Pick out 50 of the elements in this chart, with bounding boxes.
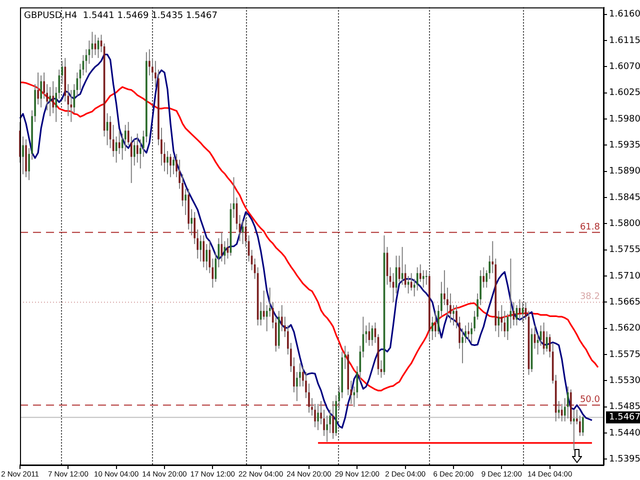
candlestick <box>452 304 454 326</box>
candlestick <box>206 244 208 271</box>
y-tick-label: 1.5395 <box>609 454 640 465</box>
y-tick-label: 1.6025 <box>609 88 640 98</box>
candlestick <box>184 188 186 216</box>
candlestick <box>22 136 24 175</box>
y-tick-label: 1.5485 <box>609 402 640 412</box>
candlestick <box>422 270 424 288</box>
y-tick-label: 1.5710 <box>609 271 640 282</box>
y-tick-label: 1.5800 <box>609 219 640 230</box>
y-tick-label: 1.6160 <box>609 10 640 20</box>
candlestick <box>172 156 174 175</box>
annotation: 61.8 <box>580 222 600 232</box>
y-tick-label: 1.5440 <box>609 428 640 438</box>
candlestick <box>37 72 39 105</box>
candlestick <box>52 80 54 114</box>
y-tick-label: 1.5665 <box>609 298 640 308</box>
y-tick-label: 1.5530 <box>609 376 640 386</box>
annotation: 50.0 <box>580 394 600 405</box>
candlestick <box>566 386 569 419</box>
chart-title: GBPUSD,H4 1.5441 1.5469 1.5435 1.5467 <box>24 11 218 22</box>
candlestick <box>202 234 205 268</box>
candlestick <box>582 416 584 436</box>
candlestick <box>560 403 563 422</box>
candlestick <box>200 234 202 262</box>
candlestick <box>166 150 168 175</box>
candlestick <box>190 208 192 236</box>
y-tick-label: 1.6115 <box>609 36 640 46</box>
candlestick <box>434 310 436 338</box>
ref-line-label: 1.5467 <box>609 412 640 423</box>
y-tick-label: 1.5755 <box>609 245 640 256</box>
candlestick <box>332 400 334 440</box>
annotation: 38.2 <box>580 292 600 302</box>
candlestick <box>170 153 172 178</box>
candlestick <box>40 74 42 108</box>
candlestick <box>462 328 464 364</box>
candlestick <box>317 403 319 431</box>
candlestick <box>425 270 428 286</box>
candlestick <box>572 409 575 451</box>
y-tick-label: 1.5890 <box>609 166 640 177</box>
y-tick-label: 1.5620 <box>609 324 640 334</box>
y-tick-label: 1.6070 <box>609 62 640 72</box>
candlestick <box>49 86 52 117</box>
candlestick <box>482 266 484 288</box>
y-tick-label: 1.5845 <box>609 192 640 203</box>
y-tick-label: 1.5980 <box>609 114 640 124</box>
candlestick <box>468 322 470 340</box>
y-tick-label: 1.5575 <box>609 350 640 360</box>
candlestick <box>432 316 434 340</box>
y-tick-label: 1.5935 <box>609 140 640 151</box>
